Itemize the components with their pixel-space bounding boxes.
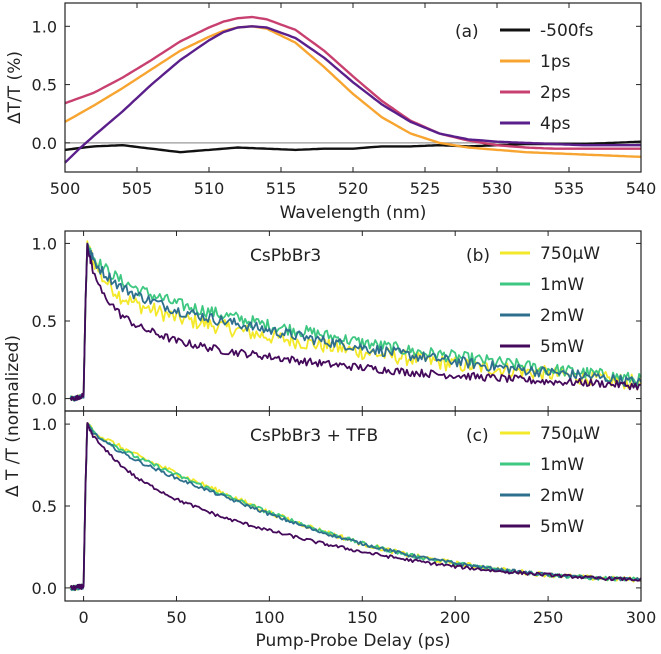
panel-a-xtick-label: 540 [626, 179, 657, 198]
panel-b-ytick-label: 0.0 [32, 390, 57, 409]
panel-c-xtick-label: 50 [166, 608, 186, 627]
series-line-1mW [69, 423, 642, 592]
panel-c-legend-label: 2mW [540, 486, 584, 506]
panel-b-ytick-label: 1.0 [32, 234, 57, 253]
panel-c-legend-label: 5mW [540, 517, 584, 537]
panel-a-ylabel: ΔT/T (%) [5, 51, 25, 124]
panel-a-xtick-label: 500 [50, 179, 81, 198]
panel-a-ytick-label: 1.0 [32, 17, 57, 36]
panel-c-ytick-label: 0.5 [32, 497, 57, 516]
shared-axis-labels: Pump-Probe Delay (ps) Δ T /T (normalized) [3, 335, 450, 651]
panel-a-ytick-label: 0.5 [32, 76, 57, 95]
panel-c-legend-label: 750μW [540, 424, 600, 444]
panel-a-xlabel: Wavelength (nm) [280, 203, 427, 223]
panel-b-sample-label: CsPbBr3 [250, 246, 321, 266]
panel-c-sample-label: CsPbBr3 + TFB [250, 426, 378, 446]
panel-a-tag: (a) [455, 22, 479, 42]
panel-a-legend-label: 1ps [540, 52, 571, 72]
series-line-4ps [64, 25, 641, 164]
series-line-1ps [64, 25, 642, 158]
panel-a-legend-label: 4ps [540, 114, 571, 134]
series-line-2mW [69, 243, 642, 402]
panel-b-legend-label: 5mW [540, 337, 584, 357]
series-line-2mW [70, 422, 642, 591]
delay-xlabel: Pump-Probe Delay (ps) [256, 631, 451, 651]
series-line-2ps [64, 15, 641, 150]
panel-a-xtick-label: 535 [554, 179, 585, 198]
panel-c-xtick-label: 250 [533, 608, 564, 627]
panel-b-legend-label: 2mW [540, 306, 584, 326]
normalized-ylabel: Δ T /T (normalized) [3, 335, 23, 497]
panel-c-ytick-label: 1.0 [32, 415, 57, 434]
panel-c-chart: 0 50 100 150 200 250 300 0.0 0.5 1.0 (c) CsPbBr3 + … [32, 410, 657, 627]
panel-a-xtick-label: 520 [338, 179, 369, 198]
panel-a-ytick-label: 0.0 [32, 134, 57, 153]
panel-b-legend-label: 1mW [540, 275, 584, 295]
panel-c-xtick-label: 100 [254, 608, 285, 627]
series-line-5mW [69, 242, 642, 402]
panel-b-ytick-label: 0.5 [32, 312, 57, 331]
panel-c-xtick-label: 300 [626, 608, 657, 627]
panel-b-chart: 0.0 0.5 1.0 (b) CsPbBr3 750μW 1mW 2mW 5mW [32, 230, 642, 412]
series-line-5mW [69, 422, 642, 591]
panel-a-xtick-label: 530 [482, 179, 513, 198]
panel-a-chart: 500 505 510 515 520 525 530 535 540 0.0 0.5 1.0 Wave… [5, 2, 657, 223]
panel-c-xtick-label: 150 [347, 608, 378, 627]
panel-b-legend-label: 750μW [540, 244, 600, 264]
panel-a-legend-label: 2ps [540, 83, 571, 103]
panel-c-xtick-label: 200 [440, 608, 471, 627]
panel-a-xtick-label: 510 [194, 179, 225, 198]
panel-b-tag: (b) [466, 246, 490, 266]
panel-a-legend-label: -500fs [540, 21, 594, 41]
panel-a-xtick-label: 525 [410, 179, 441, 198]
panel-c-tag: (c) [466, 426, 489, 446]
series-line-750μW [69, 421, 642, 591]
panel-c-legend-label: 1mW [540, 455, 584, 475]
panel-a-xtick-label: 515 [266, 179, 297, 198]
panel-c-xtick-label: 0 [78, 608, 88, 627]
panel-a-xtick-label: 505 [122, 179, 153, 198]
panel-c-ytick-label: 0.0 [32, 579, 57, 598]
